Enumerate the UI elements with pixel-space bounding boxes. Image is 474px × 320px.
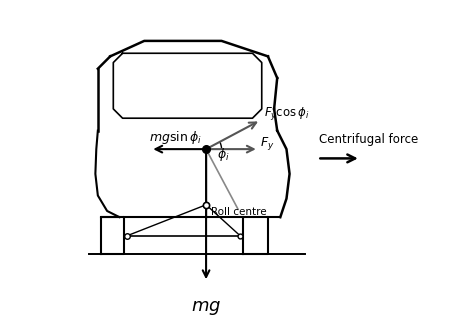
Text: $F_y$: $F_y$: [260, 134, 274, 151]
Text: Roll centre: Roll centre: [211, 207, 266, 217]
Text: Centrifugal force: Centrifugal force: [319, 133, 418, 146]
Text: $F_y\cos\phi_i$: $F_y\cos\phi_i$: [264, 105, 310, 122]
Text: $\phi_i$: $\phi_i$: [217, 147, 229, 164]
Text: $mg$: $mg$: [191, 299, 221, 317]
Text: $mg\sin\phi_i$: $mg\sin\phi_i$: [149, 129, 201, 146]
